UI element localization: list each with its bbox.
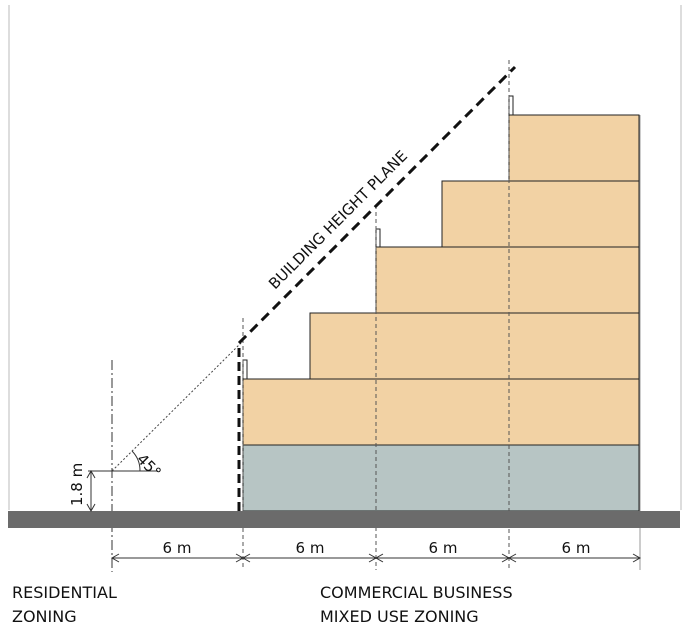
- angle-sight-line: [111, 340, 244, 472]
- arrow-1-right: [241, 553, 251, 563]
- setback-ticks: [110, 553, 642, 563]
- floor-3: [309, 312, 640, 380]
- setback-label-3: 6 m: [429, 539, 458, 557]
- floor-4: [375, 246, 640, 314]
- height-plane-diagonal: [237, 65, 517, 345]
- height-label: 1.8 m: [68, 463, 86, 506]
- height-dim-arrow-top: [86, 469, 96, 479]
- residential-zone-line1: RESIDENTIAL: [12, 583, 117, 602]
- height-dim-arrow-bottom: [86, 503, 96, 513]
- commercial-zone-line2: MIXED USE ZONING: [320, 607, 479, 626]
- setback-label-2: 6 m: [296, 539, 325, 557]
- commercial-zone-line1: COMMERCIAL BUSINESS: [320, 583, 513, 602]
- arrow-3-right: [507, 553, 517, 563]
- floor-1-ground: [242, 444, 640, 512]
- floor-5: [441, 180, 640, 248]
- angle-arc: [131, 450, 141, 472]
- arrow-0-right: [110, 553, 120, 563]
- ground: [8, 511, 680, 528]
- residential-zone-line2: ZONING: [12, 607, 77, 626]
- setback-label-4: 6 m: [562, 539, 591, 557]
- arrow-4-left: [632, 553, 642, 563]
- angle-label: 45°: [133, 450, 165, 482]
- parapet-2: [375, 228, 381, 248]
- residential-zone-label: RESIDENTIAL ZONING: [12, 581, 117, 629]
- commercial-zone-label: COMMERCIAL BUSINESS MIXED USE ZONING: [320, 581, 513, 629]
- setback-label-1: 6 m: [163, 539, 192, 557]
- floor-2: [242, 378, 640, 446]
- parapet-1: [242, 359, 248, 380]
- floor-6: [508, 114, 640, 182]
- arrow-2-right: [374, 553, 384, 563]
- parapet-3: [508, 95, 514, 116]
